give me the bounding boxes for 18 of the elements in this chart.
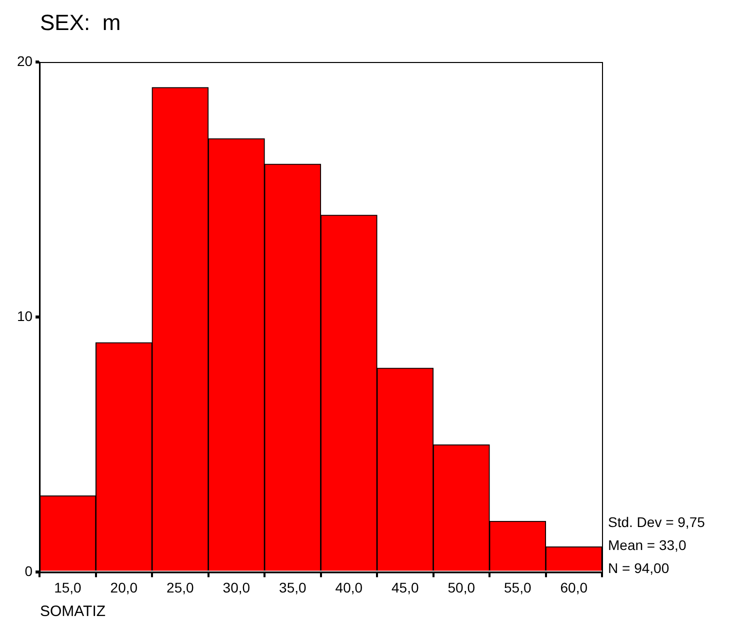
text: Mean = 33,0 bbox=[608, 536, 688, 556]
x-tick-label: 30,0 bbox=[222, 579, 250, 596]
x-tick-label: 50,0 bbox=[448, 579, 476, 596]
x-tick-label: 15,0 bbox=[54, 579, 82, 596]
x-tick-label: 45,0 bbox=[392, 579, 419, 596]
y-tick-label: 0 bbox=[24, 563, 33, 580]
text: Std. Dev = 9,75 bbox=[608, 513, 705, 532]
x-tick-label: 25,0 bbox=[166, 579, 194, 596]
x-tick-label: 40,0 bbox=[335, 579, 363, 596]
y-tick-label: 20 bbox=[16, 52, 33, 69]
x-tick-label: 35,0 bbox=[279, 579, 306, 596]
chart-title: SEX: m bbox=[40, 10, 121, 36]
x-tick-label: 60,0 bbox=[560, 579, 588, 596]
x-tick-label: 20,0 bbox=[110, 579, 138, 596]
x-axis-title: SOMATIZ bbox=[40, 603, 106, 620]
text: N = 94,00 bbox=[608, 559, 670, 578]
x-tick-label: 55,0 bbox=[504, 579, 532, 596]
y-tick-label: 10 bbox=[16, 308, 33, 324]
